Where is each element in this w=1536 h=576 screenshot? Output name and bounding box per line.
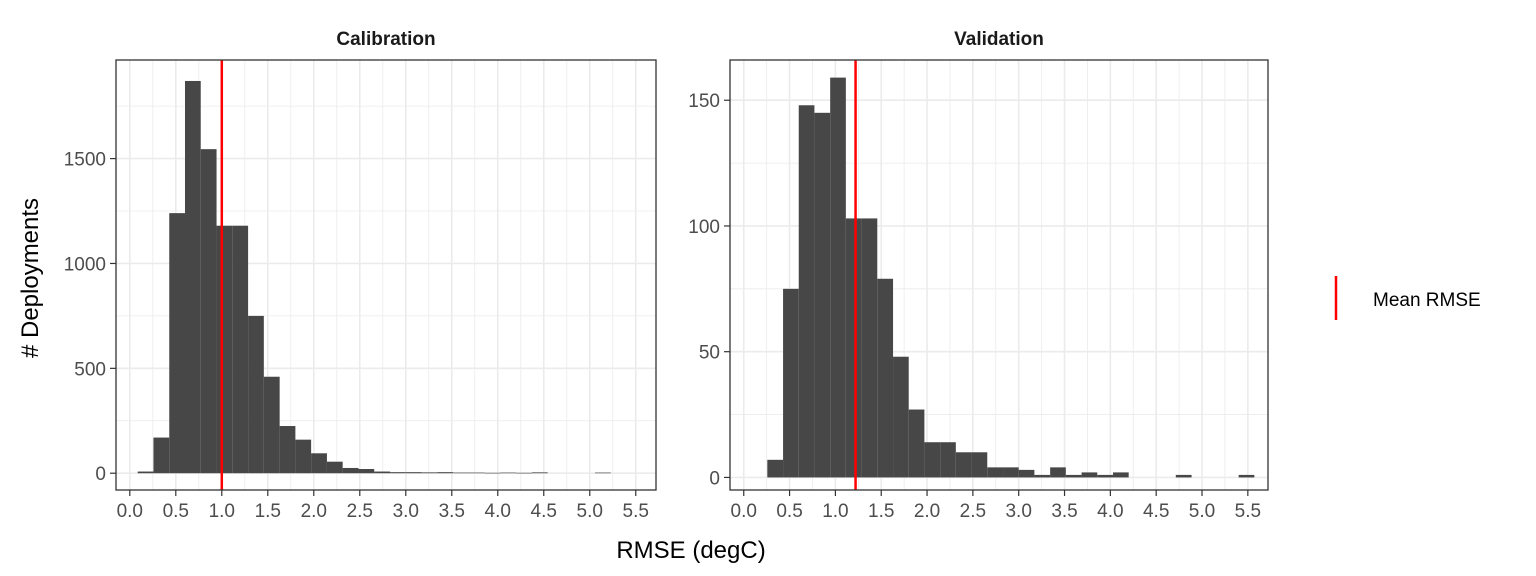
histogram-bar	[342, 467, 359, 474]
histogram-bar	[374, 471, 391, 474]
histogram-bar	[1081, 472, 1098, 478]
panel-border	[115, 59, 657, 491]
x-tick-label: 5.0	[1189, 501, 1215, 522]
x-tick-label: 0.0	[731, 501, 757, 522]
histogram-bar	[924, 442, 941, 478]
histogram-bar	[971, 452, 988, 478]
histogram-bar	[500, 472, 517, 474]
x-tick-label: 1.0	[209, 501, 235, 522]
x-tick-label: 1.5	[868, 501, 894, 522]
x-tick-label: 0.0	[117, 501, 143, 522]
x-tick-label: 5.5	[1235, 501, 1261, 522]
histogram-bar	[1097, 474, 1114, 478]
y-tick-label: 0	[709, 468, 720, 489]
histogram-bar	[1003, 467, 1019, 478]
x-tick-label: 2.0	[914, 501, 940, 522]
histogram-bar	[437, 472, 454, 474]
x-tick-label: 0.5	[163, 501, 189, 522]
histogram-bar	[216, 225, 233, 474]
histogram-bar	[169, 213, 185, 474]
x-tick-label: 1.5	[255, 501, 281, 522]
x-tick-label: 4.0	[485, 501, 511, 522]
histogram-bar	[263, 376, 280, 474]
panel-title-calibration: Calibration	[336, 29, 435, 50]
panels-group: Calibration 0.0 0.5 1.0 1.5 2.0 2.5 3.0 3.5 4.0 4.…	[64, 29, 1269, 522]
histogram-bar	[798, 105, 815, 478]
x-tick-label: 2.5	[347, 501, 373, 522]
histogram-bar	[595, 472, 611, 474]
histogram-bar	[877, 278, 894, 478]
histogram-bar	[531, 472, 548, 474]
x-tick-label: 2.5	[960, 501, 986, 522]
y-tick-label: 50	[699, 343, 720, 364]
histogram-bar	[326, 461, 343, 474]
bars	[767, 77, 1255, 478]
histogram-bar	[137, 471, 154, 474]
y-tick-label: 1000	[64, 254, 106, 275]
histogram-bar	[1018, 469, 1035, 478]
histogram-bar	[940, 442, 956, 478]
panel-validation: Validation 0.0 0.5 1.0 1.5 2.0 2.5 3.0 3.5 4.0 4.5…	[688, 29, 1269, 522]
histogram-bar	[390, 472, 406, 474]
histogram-bar	[405, 472, 422, 474]
x-tick-label: 0.5	[776, 501, 802, 522]
histogram-bar	[453, 472, 469, 474]
histogram-bar	[1175, 474, 1192, 478]
histogram-bar	[987, 467, 1004, 478]
y-tick-label: 500	[74, 359, 106, 380]
histogram-bar	[468, 472, 485, 474]
histogram-bar	[200, 149, 217, 474]
histogram-bar	[783, 288, 799, 478]
histogram-bar	[767, 459, 784, 478]
x-tick-label: 3.5	[1051, 501, 1077, 522]
x-tick-label: 5.5	[623, 501, 649, 522]
histogram-bar	[232, 225, 249, 474]
histogram-bar	[279, 426, 296, 474]
histogram-bar	[295, 439, 312, 474]
histogram-bar	[861, 218, 878, 478]
histogram-bar	[814, 112, 831, 478]
histogram-bar	[1238, 474, 1255, 478]
histogram-bar	[484, 472, 501, 474]
x-axis-title: RMSE (degC)	[616, 537, 765, 564]
histogram-bar	[516, 472, 532, 474]
x-tick-label: 1.0	[822, 501, 848, 522]
y-tick-label: 0	[95, 464, 106, 485]
y-tick-label: 150	[688, 91, 720, 112]
grid-lines	[116, 60, 656, 490]
histogram-bar	[955, 452, 972, 478]
x-tick-label: 5.0	[577, 501, 603, 522]
legend-label-mean-rmse: Mean RMSE	[1373, 290, 1481, 311]
panel-border	[729, 59, 1269, 491]
histogram-bar	[1065, 474, 1082, 478]
panel-calibration: Calibration 0.0 0.5 1.0 1.5 2.0 2.5 3.0 3.5 4.0 4.…	[64, 29, 657, 522]
y-tick-label: 1500	[64, 150, 106, 171]
x-tick-label: 2.0	[301, 501, 327, 522]
histogram-bar	[908, 409, 925, 478]
histogram-bar	[893, 356, 909, 478]
histogram-bar	[153, 437, 170, 474]
histogram-bar	[358, 469, 375, 474]
x-tick-label: 3.0	[393, 501, 419, 522]
panel-title-validation: Validation	[954, 29, 1044, 50]
x-tick-label: 4.5	[531, 501, 557, 522]
legend: Mean RMSE	[1334, 276, 1481, 320]
histogram-bar	[1034, 474, 1051, 478]
x-tick-label: 4.0	[1097, 501, 1123, 522]
histogram-bar	[830, 77, 846, 478]
histogram-bar	[184, 80, 201, 474]
y-tick-label: 100	[688, 217, 720, 238]
histogram-bar	[421, 472, 438, 474]
histogram-bar	[248, 315, 264, 474]
y-axis-title: # Deployments	[17, 198, 44, 358]
histogram-bar	[1113, 472, 1129, 478]
x-tick-label: 3.0	[1005, 501, 1031, 522]
x-tick-label: 4.5	[1143, 501, 1169, 522]
histogram-bar	[311, 453, 327, 474]
x-tick-label: 3.5	[439, 501, 465, 522]
histogram-bar	[845, 218, 862, 478]
bars	[137, 80, 611, 474]
histogram-bar	[1050, 467, 1066, 478]
